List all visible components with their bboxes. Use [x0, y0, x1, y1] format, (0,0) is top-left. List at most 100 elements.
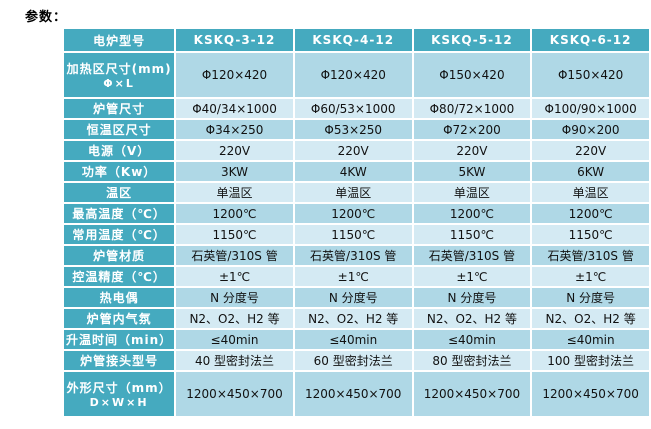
value-cell-3: 220V	[532, 141, 649, 160]
value-cell-3: 单温区	[532, 183, 649, 202]
value-cell-0: ±1℃	[176, 267, 293, 286]
table-row: 常用温度（℃） 1150℃ 1150℃ 1150℃ 1150℃	[64, 225, 649, 244]
row-label-line1: 加热区尺寸(mm)	[66, 62, 172, 76]
model-header-cell-1: KSKQ-4-12	[294, 29, 412, 51]
row-label-cell: 炉管材质	[64, 246, 175, 265]
value-cell-1: Φ60/53×1000	[294, 99, 412, 118]
value-cell-0: Φ40/34×1000	[176, 99, 293, 118]
value-cell-1: 1200×450×700	[294, 372, 412, 416]
spec-table-head: 电炉型号 KSKQ-3-12 KSKQ-4-12 KSKQ-5-12 KSKQ-6-12	[64, 29, 649, 51]
table-row: 温区 单温区 单温区 单温区 单温区	[64, 183, 649, 202]
value-cell-0: 单温区	[176, 183, 293, 202]
row-label-cell: 热电偶	[64, 288, 175, 307]
table-row: 最高温度（℃） 1200℃ 1200℃ 1200℃ 1200℃	[64, 204, 649, 223]
value-cell-1: N2、O2、H2 等	[294, 309, 412, 328]
value-cell-3: 1200℃	[532, 204, 649, 223]
value-cell-2: 1200×450×700	[413, 372, 531, 416]
value-cell-2: 石英管/310S 管	[413, 246, 531, 265]
value-cell-3: 100 型密封法兰	[532, 351, 649, 370]
value-cell-0: 220V	[176, 141, 293, 160]
value-cell-1: ±1℃	[294, 267, 412, 286]
value-cell-3: 1200×450×700	[532, 372, 649, 416]
row-label-line1: 常用温度（℃）	[72, 228, 166, 242]
table-row: 控温精度（℃） ±1℃ ±1℃ ±1℃ ±1℃	[64, 267, 649, 286]
row-label-line1: 控温精度（℃）	[72, 270, 166, 284]
value-cell-1: 石英管/310S 管	[294, 246, 412, 265]
value-cell-0: 3KW	[176, 162, 293, 181]
table-row: 恒温区尺寸 Φ34×250 Φ53×250 Φ72×200 Φ90×200	[64, 120, 649, 139]
value-cell-1: Φ120×420	[294, 53, 412, 97]
value-cell-3: 6KW	[532, 162, 649, 181]
table-row: 炉管材质 石英管/310S 管石英管/310S 管石英管/310S 管石英管/31…	[64, 246, 649, 265]
value-cell-2: N 分度号	[413, 288, 531, 307]
value-cell-2: Φ80/72×1000	[413, 99, 531, 118]
value-cell-0: 石英管/310S 管	[176, 246, 293, 265]
value-cell-2: 单温区	[413, 183, 531, 202]
value-cell-1: 220V	[294, 141, 412, 160]
table-row: 炉管内气氛 N2、O2、H2 等 N2、O2、H2 等 N2、O2、H2 等 N2、O2…	[64, 309, 649, 328]
value-cell-1: Φ53×250	[294, 120, 412, 139]
model-header-cell-2: KSKQ-5-12	[413, 29, 531, 51]
value-cell-2: ±1℃	[413, 267, 531, 286]
row-label-cell: 升温时间（min）	[64, 330, 175, 349]
value-cell-2: 1200℃	[413, 204, 531, 223]
value-cell-0: Φ120×420	[176, 53, 293, 97]
header-row: 电炉型号 KSKQ-3-12 KSKQ-4-12 KSKQ-5-12 KSKQ-6-12	[64, 29, 649, 51]
value-cell-1: 1150℃	[294, 225, 412, 244]
value-cell-0: 1200℃	[176, 204, 293, 223]
value-cell-3: 石英管/310S 管	[532, 246, 649, 265]
value-cell-0: 1200×450×700	[176, 372, 293, 416]
row-label-line1: 升温时间（min）	[66, 333, 173, 347]
value-cell-0: ≤40min	[176, 330, 293, 349]
value-cell-0: 1150℃	[176, 225, 293, 244]
corner-cell-model-header: 电炉型号	[64, 29, 175, 51]
value-cell-0: 40 型密封法兰	[176, 351, 293, 370]
value-cell-2: Φ150×420	[413, 53, 531, 97]
row-label-cell: 控温精度（℃）	[64, 267, 175, 286]
value-cell-2: Φ72×200	[413, 120, 531, 139]
value-cell-3: 1150℃	[532, 225, 649, 244]
value-cell-1: 4KW	[294, 162, 412, 181]
value-cell-3: N2、O2、H2 等	[532, 309, 649, 328]
row-label-cell: 恒温区尺寸	[64, 120, 175, 139]
row-label-line2: D×W×H	[89, 396, 149, 409]
value-cell-1: 1200℃	[294, 204, 412, 223]
row-label-line1: 最高温度（℃）	[72, 207, 166, 221]
value-cell-3: ≤40min	[532, 330, 649, 349]
row-label-line1: 热电偶	[99, 291, 139, 305]
table-row: 热电偶 N 分度号 N 分度号 N 分度号 N 分度号	[64, 288, 649, 307]
value-cell-1: 单温区	[294, 183, 412, 202]
table-row: 功率（Kw） 3KW 4KW 5KW 6KW	[64, 162, 649, 181]
value-cell-0: N 分度号	[176, 288, 293, 307]
value-cell-3: Φ100/90×1000	[532, 99, 649, 118]
row-label-line1: 炉管材质	[93, 249, 146, 263]
row-label-line1: 炉管接头型号	[80, 354, 159, 368]
row-label-line1: 外形尺寸（mm）	[66, 381, 172, 395]
spec-table-body: 加热区尺寸(mm) Φ×L Φ120×420 Φ120×420 Φ150×420 Φ150…	[64, 53, 649, 416]
row-label-line1: 炉管内气氛	[86, 312, 152, 326]
row-label-cell: 电源（V）	[64, 141, 175, 160]
row-label-line1: 电源（V）	[87, 144, 151, 158]
row-label-cell: 温区	[64, 183, 175, 202]
value-cell-2: 220V	[413, 141, 531, 160]
value-cell-0: N2、O2、H2 等	[176, 309, 293, 328]
row-label-cell: 炉管接头型号	[64, 351, 175, 370]
row-label-line1: 温区	[106, 186, 133, 200]
row-label-line1: 炉管尺寸	[93, 102, 146, 116]
value-cell-3: Φ90×200	[532, 120, 649, 139]
model-header-cell-3: KSKQ-6-12	[532, 29, 649, 51]
model-header-cell-0: KSKQ-3-12	[176, 29, 293, 51]
value-cell-2: ≤40min	[413, 330, 531, 349]
row-label-cell: 炉管尺寸	[64, 99, 175, 118]
row-label-cell: 最高温度（℃）	[64, 204, 175, 223]
row-label-line1: 功率（Kw）	[81, 165, 157, 179]
value-cell-2: 1150℃	[413, 225, 531, 244]
row-label-cell: 常用温度（℃）	[64, 225, 175, 244]
table-row: 加热区尺寸(mm) Φ×L Φ120×420 Φ120×420 Φ150×420 Φ150…	[64, 53, 649, 97]
row-label-cell: 炉管内气氛	[64, 309, 175, 328]
row-label-line2: Φ×L	[103, 77, 135, 90]
value-cell-2: N2、O2、H2 等	[413, 309, 531, 328]
value-cell-0: Φ34×250	[176, 120, 293, 139]
table-row: 电源（V） 220V 220V 220V 220V	[64, 141, 649, 160]
